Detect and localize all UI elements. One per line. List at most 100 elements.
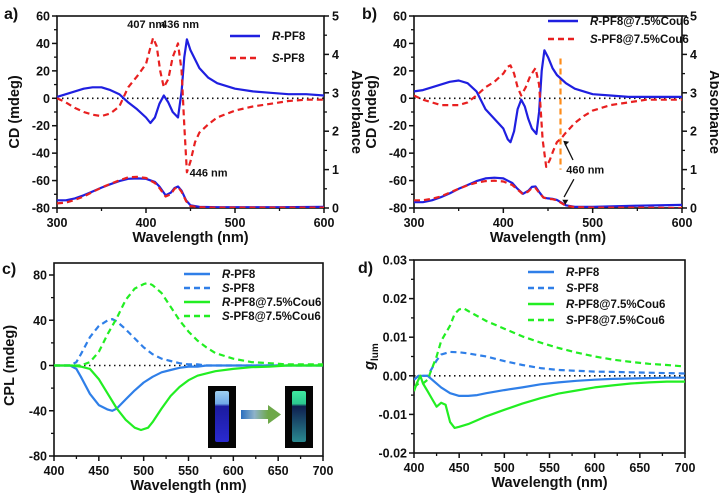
y-tick-label: -20: [389, 119, 407, 133]
panel-label: d): [358, 260, 373, 277]
y-axis-label: CPL (mdeg): [2, 325, 18, 406]
legend-label-italic: R: [222, 297, 231, 309]
y-tick-label: -60: [32, 174, 50, 188]
legend-label-italic: R: [222, 269, 231, 281]
legend-label-italic: S: [590, 34, 598, 46]
panel-label: b): [362, 6, 377, 23]
arrow-head: [563, 140, 570, 146]
y2-axis-label: Absorbance: [706, 70, 719, 154]
legend-label-rest: -PF8: [230, 269, 256, 281]
y-tick-label: 0.01: [383, 331, 407, 345]
y-tick-label: 0.02: [383, 292, 407, 306]
y-axis-label: glum: [362, 343, 381, 371]
y-tick-label: -60: [389, 174, 407, 188]
y2-tick-label: 3: [690, 86, 697, 100]
y-tick-label: 0: [400, 92, 407, 106]
annotation-label: 460 nm: [566, 165, 604, 177]
arrow-shaft: [563, 178, 575, 198]
legend-label-rest: -PF8: [280, 31, 306, 43]
x-tick-label: 450: [449, 461, 470, 475]
x-tick-label: 500: [494, 461, 515, 475]
y-tick-label: -0.01: [379, 408, 408, 422]
panel-label: c): [2, 261, 16, 278]
y2-tick-label: 3: [332, 86, 339, 100]
series-line-s-pf8: [54, 318, 323, 367]
x-tick-label: 500: [133, 464, 154, 478]
legend-label-italic: S: [222, 311, 230, 323]
legend-label-rest: -PF8: [574, 283, 600, 295]
arrow-shaft: [564, 143, 574, 161]
y-axis-label: CD (mdeg): [7, 75, 23, 148]
legend-label: S-PF8: [272, 53, 305, 65]
legend-label: S-PF8: [566, 283, 599, 295]
y-tick-label: 40: [33, 314, 47, 328]
y-tick-label: 20: [36, 64, 50, 78]
legend-label-italic: R: [566, 267, 575, 279]
legend-label-rest: -PF8: [280, 53, 306, 65]
plot-frame: [53, 262, 324, 457]
x-tick-label: 400: [404, 461, 425, 475]
legend-label-rest: -PF8: [574, 267, 600, 279]
plot-area: [414, 307, 685, 429]
panel-d: d) 400 450 500 550 600 650 700 -0.02 -0.01 0.00 0.0…: [358, 254, 695, 492]
y2-tick-label: 0: [332, 202, 339, 216]
arrow-head: [562, 199, 569, 205]
y2-tick-label: 1: [690, 163, 697, 177]
legend-label: R-PF8: [566, 267, 600, 279]
annotation-arrow: [563, 140, 574, 161]
legend-label-italic: S: [272, 53, 280, 65]
x-axis-label: Wavelength (nm): [132, 230, 248, 246]
inset-photos: [208, 386, 313, 448]
legend-label-rest: -PF8@7.5%Cou6: [598, 16, 689, 28]
panel-label: a): [4, 6, 18, 23]
x-axis-label: Wavelength (nm): [491, 475, 607, 491]
y-axis-label-main: g: [362, 361, 378, 371]
x-tick-label: 650: [268, 464, 289, 478]
series-line-r-pf8-absorbance: [57, 177, 324, 208]
y2-tick-label: 2: [690, 125, 697, 139]
y-axis-label: CD (mdeg): [364, 75, 380, 148]
legend-label: R-PF8@7.5%Cou6: [590, 16, 689, 28]
plot-area: [57, 36, 324, 208]
transition-arrowhead: [268, 405, 281, 424]
y2-tick-label: 1: [332, 163, 339, 177]
series-line-r-pf8: [414, 374, 685, 397]
series-line-r-pf8: [57, 38, 324, 125]
plot-area: [54, 281, 323, 432]
legend-label: R-PF8@7.5%Cou6: [566, 299, 665, 311]
x-tick-label: 450: [88, 464, 109, 478]
series-line-s-pf8-absorbance: [57, 175, 324, 208]
y-tick-label: 0: [40, 359, 47, 373]
y-tick-label: -40: [32, 147, 50, 161]
legend-label-rest: -PF8@7.5%Cou6: [230, 311, 321, 323]
y2-tick-label: 4: [332, 48, 339, 62]
y-tick-label: 0.03: [383, 254, 407, 268]
series-line-r-pf8-7-5-cou6: [414, 374, 685, 429]
legend-label: S-PF8@7.5%Cou6: [566, 315, 665, 327]
legend-label-italic: S: [566, 283, 574, 295]
y2-axis-label: Absorbance: [348, 70, 364, 154]
legend-label: S-PF8: [222, 283, 255, 295]
legend-label-italic: S: [566, 315, 574, 327]
y-tick-label: 80: [33, 269, 47, 283]
legend-label-italic: R: [566, 299, 575, 311]
y2-tick-label: 5: [690, 10, 697, 24]
x-tick-label: 500: [225, 216, 246, 230]
x-tick-label: 550: [178, 464, 199, 478]
legend-label-rest: -PF8@7.5%Cou6: [598, 34, 689, 46]
panel-b: b)300 400 500 600-80-60-40-200204060012345A…: [362, 6, 719, 246]
x-tick-label: 550: [539, 461, 560, 475]
y-tick-label: -0.02: [379, 447, 408, 461]
annotation-label: 446 nm: [190, 167, 228, 179]
x-tick-label: 500: [582, 216, 603, 230]
x-tick-label: 700: [313, 464, 334, 478]
vial-green: [292, 391, 306, 442]
legend-label: R-PF8@7.5%Cou6: [222, 297, 321, 309]
series-line-r-pf8-7-5-cou6: [414, 49, 682, 144]
legend-label-italic: R: [272, 31, 281, 43]
series-line-s-pf8-7-5-cou6: [414, 307, 685, 389]
y-tick-label: -80: [29, 450, 47, 464]
legend-label: R-PF8: [222, 269, 256, 281]
